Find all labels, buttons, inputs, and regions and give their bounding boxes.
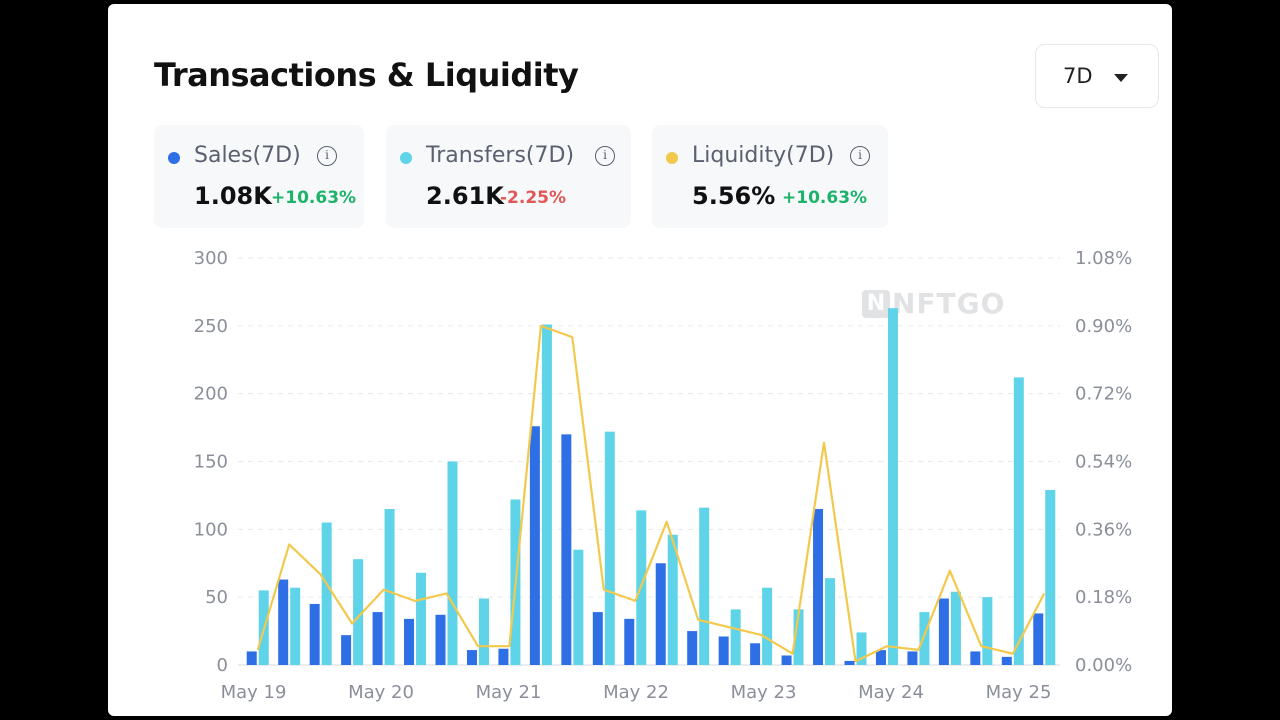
sales-bar [592,612,603,665]
stat-sales: Sales(7D) i 1.08K +10.63% [154,125,364,228]
sales-bar [529,426,540,665]
stat-sales-label: Sales(7D) [194,143,301,168]
sales-bar [844,660,855,665]
y-tick-label-left: 200 [194,384,228,405]
transfers-bar [353,559,364,665]
sales-bar [278,579,289,665]
y-tick-label-right: 0.00% [1075,655,1132,676]
transfers-bar [730,609,741,665]
sales-bar [970,651,981,665]
x-tick-label: May 19 [221,682,287,703]
sales-bar [246,651,257,665]
y-tick-label-left: 0 [217,655,228,676]
sales-bar [718,636,729,665]
stat-liquidity: Liquidity(7D) i 5.56% +10.63% [652,125,888,228]
transfers-bar [825,578,836,665]
stat-sales-value: 1.08K [194,182,272,210]
transactions-liquidity-card: Transactions & Liquidity 7D Sales(7D) i … [108,4,1172,716]
transfers-bar [699,507,710,665]
stat-liquidity-value: 5.56% [692,182,776,210]
sales-bar [1033,613,1044,665]
sales-bar [1001,656,1012,665]
x-tick-label: May 22 [603,682,669,703]
stat-transfers-label: Transfers(7D) [426,143,575,168]
transfers-bar [290,587,301,665]
transfers-bar [1013,377,1024,665]
stat-transfers-change: -2.25% [500,188,567,208]
y-tick-label-right: 0.36% [1075,519,1132,540]
sales-bar [875,650,886,665]
sales-bar [435,614,446,665]
stat-transfers-value: 2.61K [426,182,504,210]
transfers-bar [541,324,552,665]
y-tick-label-left: 50 [205,587,228,608]
y-tick-label-left: 100 [194,519,228,540]
transfers-legend-dot [400,152,412,164]
sales-bar [466,650,477,665]
transfers-bar [762,587,773,665]
sales-bar [655,563,666,665]
sales-bar [498,648,509,665]
sales-bar [372,612,383,665]
transfers-bar [887,308,898,665]
transfers-bar [1045,489,1056,665]
transfers-bar [447,461,458,665]
sales-bar [687,631,698,665]
transfers-bar [793,609,804,665]
sales-bar [404,618,415,665]
sales-bar [813,508,824,665]
sales-bar [624,618,635,665]
liquidity-line [256,324,1046,663]
caret-down-icon [1114,74,1128,82]
transactions-chart: 300 250 200 150 100 50 0 1.08% 0.90% 0.72% 0.54% 0.… [194,248,1133,703]
info-icon[interactable]: i [850,146,870,166]
nftgo-logo-icon: N [862,289,890,318]
transfers-bar [604,431,615,665]
watermark-text: NFTGO [892,287,1006,320]
stat-liquidity-change: +10.63% [782,188,868,208]
sales-bar [309,603,320,665]
liquidity-legend-dot [666,152,678,164]
transfers-bar [384,508,395,665]
y-tick-label-right: 1.08% [1075,248,1132,269]
sales-bar [938,598,949,665]
transfers-bar [982,597,993,665]
x-tick-label: May 25 [986,682,1052,703]
stat-liquidity-label: Liquidity(7D) [692,143,835,168]
y-tick-label-right: 0.72% [1075,384,1132,405]
transfers-bar [478,598,489,665]
y-tick-label-right: 0.54% [1075,452,1132,473]
info-icon[interactable]: i [317,146,337,166]
card-title: Transactions & Liquidity [154,56,579,94]
sales-bar [907,651,918,665]
info-icon[interactable]: i [595,146,615,166]
x-tick-label: May 20 [348,682,414,703]
transfers-bar [919,612,930,665]
y-tick-label-left: 250 [194,316,228,337]
transfers-bar [573,549,584,665]
y-tick-label-left: 150 [194,452,228,473]
time-range-value: 7D [1063,64,1093,88]
sales-bar [781,655,792,665]
sales-bar [750,643,761,665]
transfers-bar [321,522,332,665]
sales-legend-dot [168,152,180,164]
stat-sales-change: +10.63% [271,188,357,208]
y-tick-label-left: 300 [194,248,228,269]
stat-transfers: Transfers(7D) i 2.61K -2.25% [386,125,631,228]
nftgo-watermark: N NFTGO [862,287,1005,320]
transfers-bar [856,632,867,665]
transfers-bar [667,534,678,665]
sales-bar [561,434,572,665]
x-tick-label: May 24 [858,682,924,703]
y-tick-label-right: 0.18% [1075,587,1132,608]
transfers-bar [950,591,961,665]
x-tick-label: May 21 [476,682,542,703]
y-tick-label-right: 0.90% [1075,316,1132,337]
x-tick-label: May 23 [731,682,797,703]
transfers-bar [416,572,427,665]
sales-bar [341,635,352,665]
time-range-select[interactable]: 7D [1035,44,1159,108]
